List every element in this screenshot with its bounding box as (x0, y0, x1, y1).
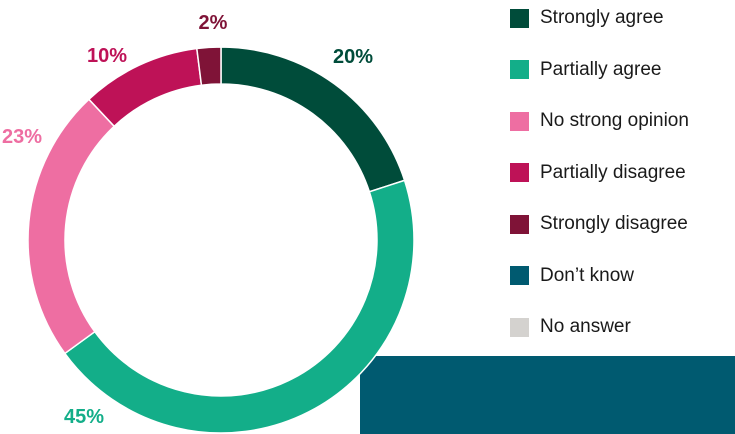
data-label-strongly-agree: 20% (333, 46, 373, 68)
legend-swatch (510, 266, 529, 285)
legend-item-don-t-know: Don’t know (510, 262, 689, 290)
legend-swatch (510, 111, 529, 131)
legend-item-partially-disagree: Partially disagree (510, 159, 689, 187)
legend-swatch (510, 163, 529, 182)
slice-partially-agree (63, 179, 415, 434)
legend-swatch (510, 214, 529, 234)
legend-swatch (510, 8, 529, 28)
legend-label: Don’t know (540, 264, 634, 286)
legend-label: Strongly disagree (540, 213, 688, 234)
decorative-banner (360, 356, 735, 434)
data-label-no-strong-opinion: 23% (2, 126, 42, 148)
legend-label: Partially disagree (540, 161, 686, 183)
legend-swatch (510, 60, 529, 79)
data-label-partially-disagree: 10% (87, 45, 127, 67)
legend-label: No answer (540, 316, 631, 337)
legend-label: Partially agree (540, 58, 662, 80)
slice-strongly-disagree (195, 46, 222, 87)
legend: Strongly agree Partially agree No strong o… (510, 4, 689, 365)
legend-item-partially-agree: Partially agree (510, 56, 689, 84)
legend-item-strongly-disagree: Strongly disagree (510, 210, 689, 238)
donut-labels: 20% 45% 23% 10% 2% (2, 12, 373, 428)
legend-item-strongly-agree: Strongly agree (510, 4, 689, 32)
legend-item-no-answer: No answer (510, 313, 689, 341)
slice-strongly-agree (220, 46, 406, 193)
data-label-strongly-disagree: 2% (199, 12, 228, 34)
legend-item-no-strong-opinion: No strong opinion (510, 107, 689, 135)
data-label-partially-agree: 45% (64, 406, 104, 428)
donut-slices (27, 46, 415, 434)
legend-swatch (510, 317, 529, 337)
legend-label: No strong opinion (540, 110, 689, 131)
legend-label: Strongly agree (540, 7, 664, 28)
